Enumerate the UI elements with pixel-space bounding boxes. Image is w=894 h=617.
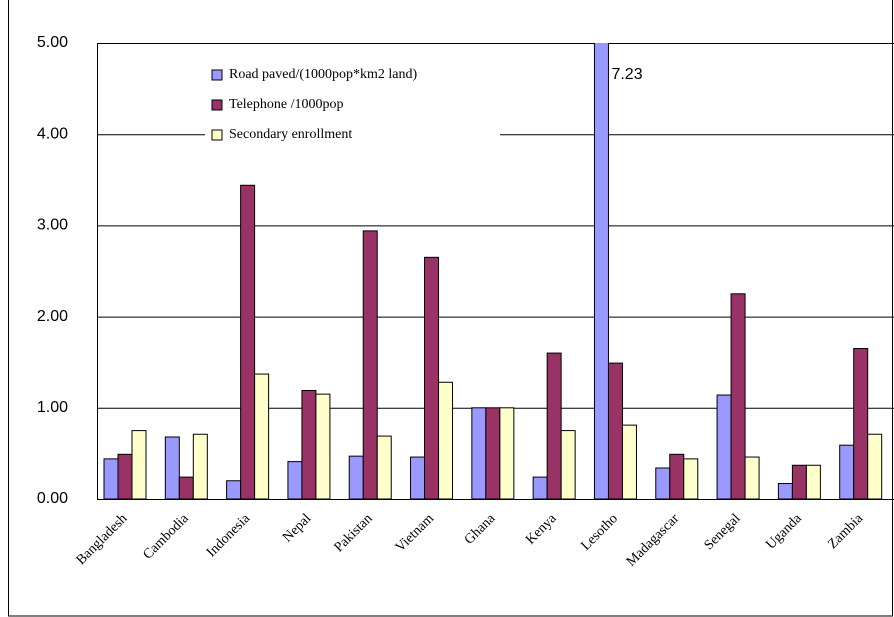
x-tick-label: Ghana [462,511,499,548]
bar [669,453,685,499]
bar [348,455,364,499]
x-tick-label: Pakistan [332,511,376,555]
bar [499,407,515,499]
bar [438,381,454,499]
bar [560,430,576,499]
bar [254,373,270,499]
y-tick-label: 2.00 [37,308,68,325]
bar [376,435,392,499]
x-tick-label: Bangladesh [74,511,131,568]
x-tick-label: Madagascar [624,511,683,570]
bar [853,348,869,499]
bar [192,433,208,499]
bar [730,293,746,499]
bar [315,393,331,499]
legend-swatch [211,99,223,111]
bar [839,444,855,499]
bars [103,43,883,499]
bar [716,394,732,499]
bar [593,43,609,499]
x-tick-label: Lesotho [578,511,621,554]
legend-label: Telephone /1000pop [229,97,344,112]
bar [485,407,501,499]
legend-swatch [211,69,223,81]
bar [287,461,303,499]
bar [607,362,623,499]
bar [362,230,378,499]
bar [117,453,133,499]
bar [424,256,440,499]
frame [8,0,893,617]
bar [164,436,180,499]
bar [744,456,760,499]
bar [240,184,256,499]
bar [301,389,317,499]
bar [805,464,821,499]
legend: Road paved/(1000pop*km2 land) Telephone /… [211,67,418,142]
y-tick-label: 3.00 [37,217,68,234]
x-tick-label: Zambia [825,511,866,552]
bar [777,482,793,499]
legend-label: Road paved/(1000pop*km2 land) [229,67,418,82]
bar [867,433,883,499]
x-tick-label: Indonesia [204,511,254,561]
bar [410,456,426,499]
bar [791,464,807,499]
y-tick-label: 4.00 [37,125,68,142]
bar [103,458,119,499]
bar [131,430,147,499]
y-tick-label: 0.00 [37,490,68,507]
bar [471,407,487,499]
y-tick-label: 1.00 [37,399,68,416]
bar [532,476,548,499]
x-tick-label: Cambodia [140,511,192,563]
bar [621,424,637,499]
bar [683,458,699,499]
legend-label: Secondary enrollment [229,127,352,142]
y-tick-label: 5.00 [37,34,68,51]
x-tick-label: Nepal [280,511,314,545]
legend-box [205,55,500,155]
x-tick-label: Senegal [702,511,744,553]
x-tick-label: Vietnam [393,511,437,555]
data-label: 7.23 [611,66,642,83]
bar [226,480,242,499]
x-tick-label: Uganda [763,511,805,553]
bar [546,352,562,499]
bar [655,467,671,499]
bar [178,476,194,499]
x-tick-label: Kenya [523,511,560,548]
legend-swatch [211,129,223,141]
